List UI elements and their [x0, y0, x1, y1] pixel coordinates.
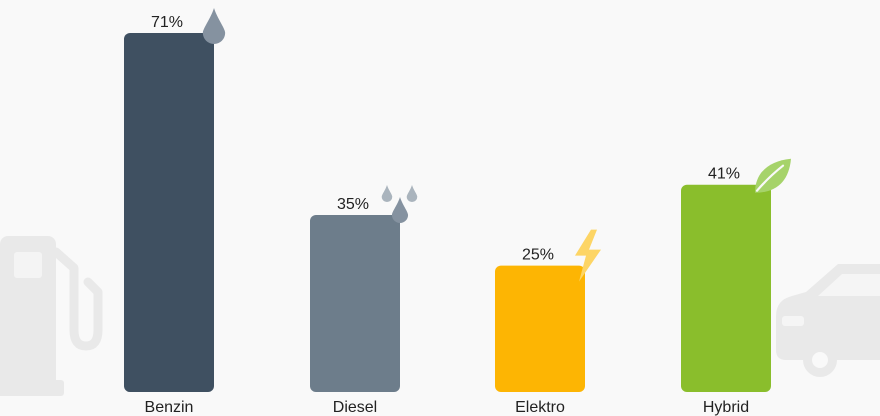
bar-benzin [124, 33, 214, 392]
value-label-benzin: 71% [151, 14, 183, 31]
category-label-elektro: Elektro [515, 399, 565, 416]
value-label-diesel: 35% [337, 196, 369, 213]
value-label-elektro: 25% [522, 247, 554, 264]
category-label-diesel: Diesel [333, 399, 377, 416]
fuel-pump-icon [0, 236, 98, 396]
bar-elektro [495, 266, 585, 392]
bar-hybrid [681, 185, 771, 392]
leaf-icon [755, 159, 791, 193]
car-icon [776, 264, 880, 377]
fuel-drop-icon [203, 8, 225, 44]
value-label-hybrid: 41% [708, 166, 740, 183]
category-label-benzin: Benzin [145, 399, 194, 416]
category-label-hybrid: Hybrid [703, 399, 749, 416]
bar-diesel [310, 215, 400, 392]
